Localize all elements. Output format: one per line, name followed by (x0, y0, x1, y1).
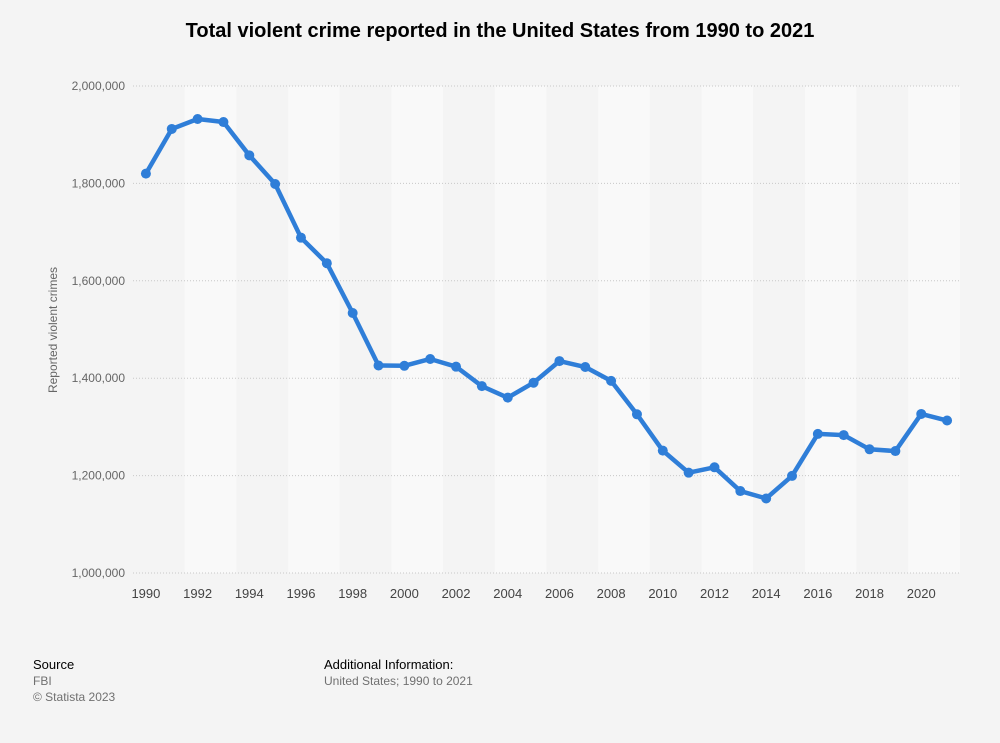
additional-info-block: Additional Information: United States; 1… (324, 657, 473, 689)
y-axis-label: Reported violent crimes (46, 267, 60, 393)
y-tick-label: 2,000,000 (72, 79, 126, 93)
plot-band (391, 86, 444, 573)
plot-band (753, 86, 805, 573)
y-tick-label: 1,400,000 (72, 371, 126, 385)
plot-band (546, 86, 599, 573)
plot-band (701, 86, 754, 573)
data-point[interactable] (192, 113, 203, 124)
x-tick-label: 2002 (442, 586, 471, 601)
additional-info-heading: Additional Information: (324, 657, 454, 672)
plot-band (598, 86, 650, 573)
plot-band (133, 86, 185, 573)
data-point[interactable] (399, 360, 410, 371)
x-tick-label: 2012 (700, 586, 729, 601)
data-point[interactable] (451, 361, 462, 372)
y-axis-ticks: 1,000,000 1,200,000 1,400,000 1,600,000 1,80… (72, 79, 126, 580)
x-tick-label: 2006 (545, 586, 574, 601)
copyright-text: © Statista 2023 (33, 690, 116, 704)
data-point[interactable] (502, 392, 513, 403)
data-point[interactable] (347, 307, 358, 318)
data-point[interactable] (580, 362, 591, 373)
x-tick-label: 2014 (752, 586, 781, 601)
y-tick-label: 1,200,000 (72, 469, 126, 483)
x-tick-label: 2020 (907, 586, 936, 601)
data-point[interactable] (166, 123, 177, 134)
data-point[interactable] (270, 178, 281, 189)
x-tick-label: 1996 (287, 586, 316, 601)
chart-title: Total violent crime reported in the Unit… (185, 20, 815, 42)
plot-band (236, 86, 289, 573)
data-point[interactable] (942, 415, 953, 426)
data-point[interactable] (709, 462, 720, 473)
y-tick-label: 1,800,000 (72, 176, 126, 190)
data-point[interactable] (787, 470, 798, 481)
plot-band (649, 86, 702, 573)
series-line (143, 116, 950, 501)
y-tick-label: 1,600,000 (72, 274, 126, 288)
data-point[interactable] (606, 375, 617, 386)
x-tick-label: 1990 (131, 586, 160, 601)
data-point[interactable] (321, 258, 332, 269)
data-point[interactable] (425, 353, 436, 364)
data-point[interactable] (218, 117, 229, 128)
plot-band (339, 86, 392, 573)
plot-bands (133, 86, 960, 573)
x-axis-ticks: 1990 1992 1994 1996 1998 2000 2002 2004 2006 2008… (131, 586, 935, 601)
data-point[interactable] (554, 356, 565, 367)
data-point[interactable] (631, 409, 642, 420)
source-block: Source FBI © Statista 2023 (33, 657, 115, 705)
source-name: FBI (33, 674, 52, 688)
plot-band (494, 86, 547, 573)
x-tick-label: 2004 (493, 586, 522, 601)
data-point[interactable] (476, 381, 487, 392)
x-tick-label: 2000 (390, 586, 419, 601)
plot-band (856, 86, 909, 573)
data-point[interactable] (735, 486, 746, 497)
series-layer (140, 113, 953, 504)
plot-band (288, 86, 340, 573)
data-point[interactable] (916, 408, 927, 419)
x-tick-label: 1998 (338, 586, 367, 601)
y-tick-label: 1,000,000 (72, 566, 126, 580)
additional-info-text: United States; 1990 to 2021 (324, 674, 473, 688)
x-tick-label: 1994 (235, 586, 264, 601)
data-point[interactable] (683, 467, 694, 478)
data-point[interactable] (864, 444, 875, 455)
x-tick-label: 2010 (648, 586, 677, 601)
plot-band (908, 86, 960, 573)
data-point[interactable] (761, 493, 772, 504)
data-point[interactable] (838, 430, 849, 441)
data-point[interactable] (812, 428, 823, 439)
data-point[interactable] (657, 445, 668, 456)
x-tick-label: 2018 (855, 586, 884, 601)
data-point[interactable] (890, 446, 901, 457)
plot-band (804, 86, 857, 573)
plot-band (184, 86, 237, 573)
data-point[interactable] (528, 377, 539, 388)
x-tick-label: 2016 (803, 586, 832, 601)
line-chart: 1,000,000 1,200,000 1,400,000 1,600,000 1,80… (46, 79, 960, 601)
data-point[interactable] (295, 232, 306, 243)
data-point[interactable] (140, 168, 151, 179)
x-tick-label: 1992 (183, 586, 212, 601)
data-point[interactable] (373, 360, 384, 371)
source-heading: Source (33, 657, 75, 672)
plot-band (443, 86, 495, 573)
data-point[interactable] (244, 150, 255, 161)
x-tick-label: 2008 (597, 586, 626, 601)
